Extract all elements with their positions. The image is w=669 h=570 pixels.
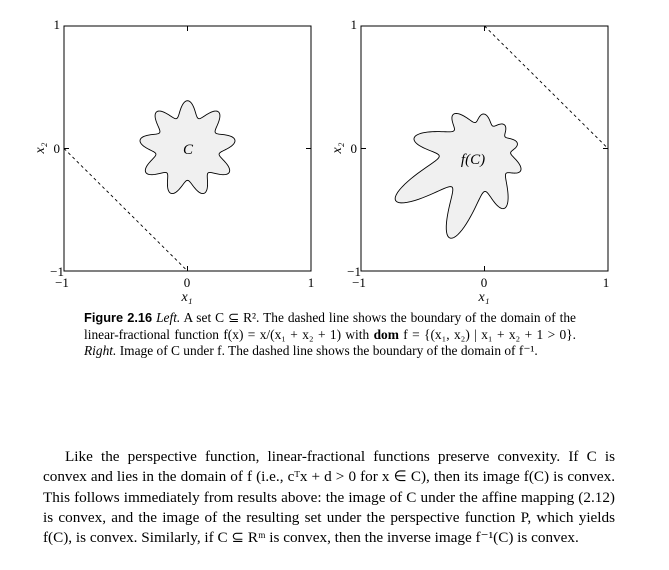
left-set-label: C	[183, 142, 194, 158]
caption-dom-word: dom	[373, 326, 399, 342]
set-c-shape	[139, 100, 236, 195]
left-xtick-mid: 0	[184, 275, 191, 290]
body-paragraph: Like the perspective function, linear-fr…	[43, 448, 615, 547]
caption-right-word: Right.	[84, 343, 117, 358]
left-domain-boundary	[63, 148, 188, 272]
caption-left-word: Left.	[156, 310, 181, 325]
left-panel: C 1 0 −1 −1 0 1 x₁ x₂	[33, 17, 314, 305]
right-xlabel: x₁	[477, 290, 489, 305]
right-xtick-left: −1	[352, 275, 366, 290]
right-ytick-mid: 0	[351, 141, 358, 156]
left-xtick-left: −1	[55, 275, 69, 290]
right-xtick-right: 1	[603, 275, 610, 290]
figure-2-16: C 1 0 −1 −1 0 1 x₁ x₂ f(C) 1 0 −1 −1 0 1…	[33, 17, 609, 305]
left-xlabel: x₁	[180, 290, 192, 305]
left-ytick-mid: 0	[54, 141, 61, 156]
right-domain-boundary	[484, 25, 609, 149]
caption-text-2: f = {(x₁, x₂) | x₁ + x₂ + 1 > 0}.	[403, 326, 576, 342]
right-ytick-bottom: −1	[347, 264, 361, 279]
right-set-label: f(C)	[461, 152, 485, 168]
right-ylabel: x₂	[330, 142, 345, 154]
set-fc-shape	[394, 113, 522, 239]
right-ytick-top: 1	[351, 17, 358, 32]
caption-label: Figure 2.16	[84, 310, 153, 325]
right-xtick-mid: 0	[481, 275, 488, 290]
right-panel: f(C) 1 0 −1 −1 0 1 x₁ x₂	[330, 17, 609, 305]
left-xtick-right: 1	[308, 275, 315, 290]
caption-text-3: Image of C under f. The dashed line show…	[119, 343, 538, 358]
left-ytick-top: 1	[54, 17, 61, 32]
left-ytick-bottom: −1	[50, 264, 64, 279]
left-ylabel: x₂	[33, 142, 48, 154]
caption-text-1: A set C ⊆ R². The dashed line shows the …	[84, 310, 576, 342]
figure-caption: Figure 2.16 Left. A set C ⊆ R². The dash…	[84, 310, 576, 360]
